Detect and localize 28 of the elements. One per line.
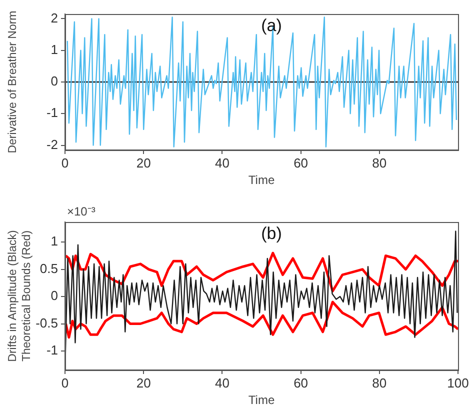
y-tick-label: 1 xyxy=(50,42,58,57)
y-tick-label: 0 xyxy=(50,74,58,89)
y-tick-label: 2 xyxy=(50,10,58,26)
x-axis-title: Time xyxy=(248,393,275,408)
y-tick-label: -2 xyxy=(46,136,58,152)
x-tick-label: 60 xyxy=(294,375,308,390)
x-tick-label: 0 xyxy=(61,375,69,390)
x-tick-label: 80 xyxy=(372,155,387,170)
chart-title: (b) xyxy=(261,224,282,244)
y-tick-label: -1 xyxy=(46,105,58,120)
x-tick-label: 80 xyxy=(372,375,387,390)
y-tick-label: 1 xyxy=(50,234,58,249)
text: ×10⁻³ xyxy=(67,204,96,218)
x-tick-label: 40 xyxy=(214,375,230,390)
y-tick-label: 0 xyxy=(50,288,58,304)
x-tick-label: 0 xyxy=(61,155,69,170)
y-tick-label: -0.5 xyxy=(36,315,58,330)
x-tick-label: 20 xyxy=(136,375,151,390)
y-axis-title: Drifts in Amplitude (Black) Theoretical Bounds (Red) xyxy=(7,230,33,362)
x-tick-label: 60 xyxy=(294,155,308,170)
chart-title: (a) xyxy=(261,16,282,36)
x-tick-label: 40 xyxy=(214,155,230,170)
x-tick-label: 20 xyxy=(136,155,151,170)
y-tick-label: -1 xyxy=(46,342,58,358)
y-tick-label: 0.5 xyxy=(40,260,58,276)
x-tick-label: 100 xyxy=(447,375,469,390)
x-axis-title: Time xyxy=(248,173,275,188)
y-axis-title: Derivative of Breather Norm xyxy=(7,10,20,154)
